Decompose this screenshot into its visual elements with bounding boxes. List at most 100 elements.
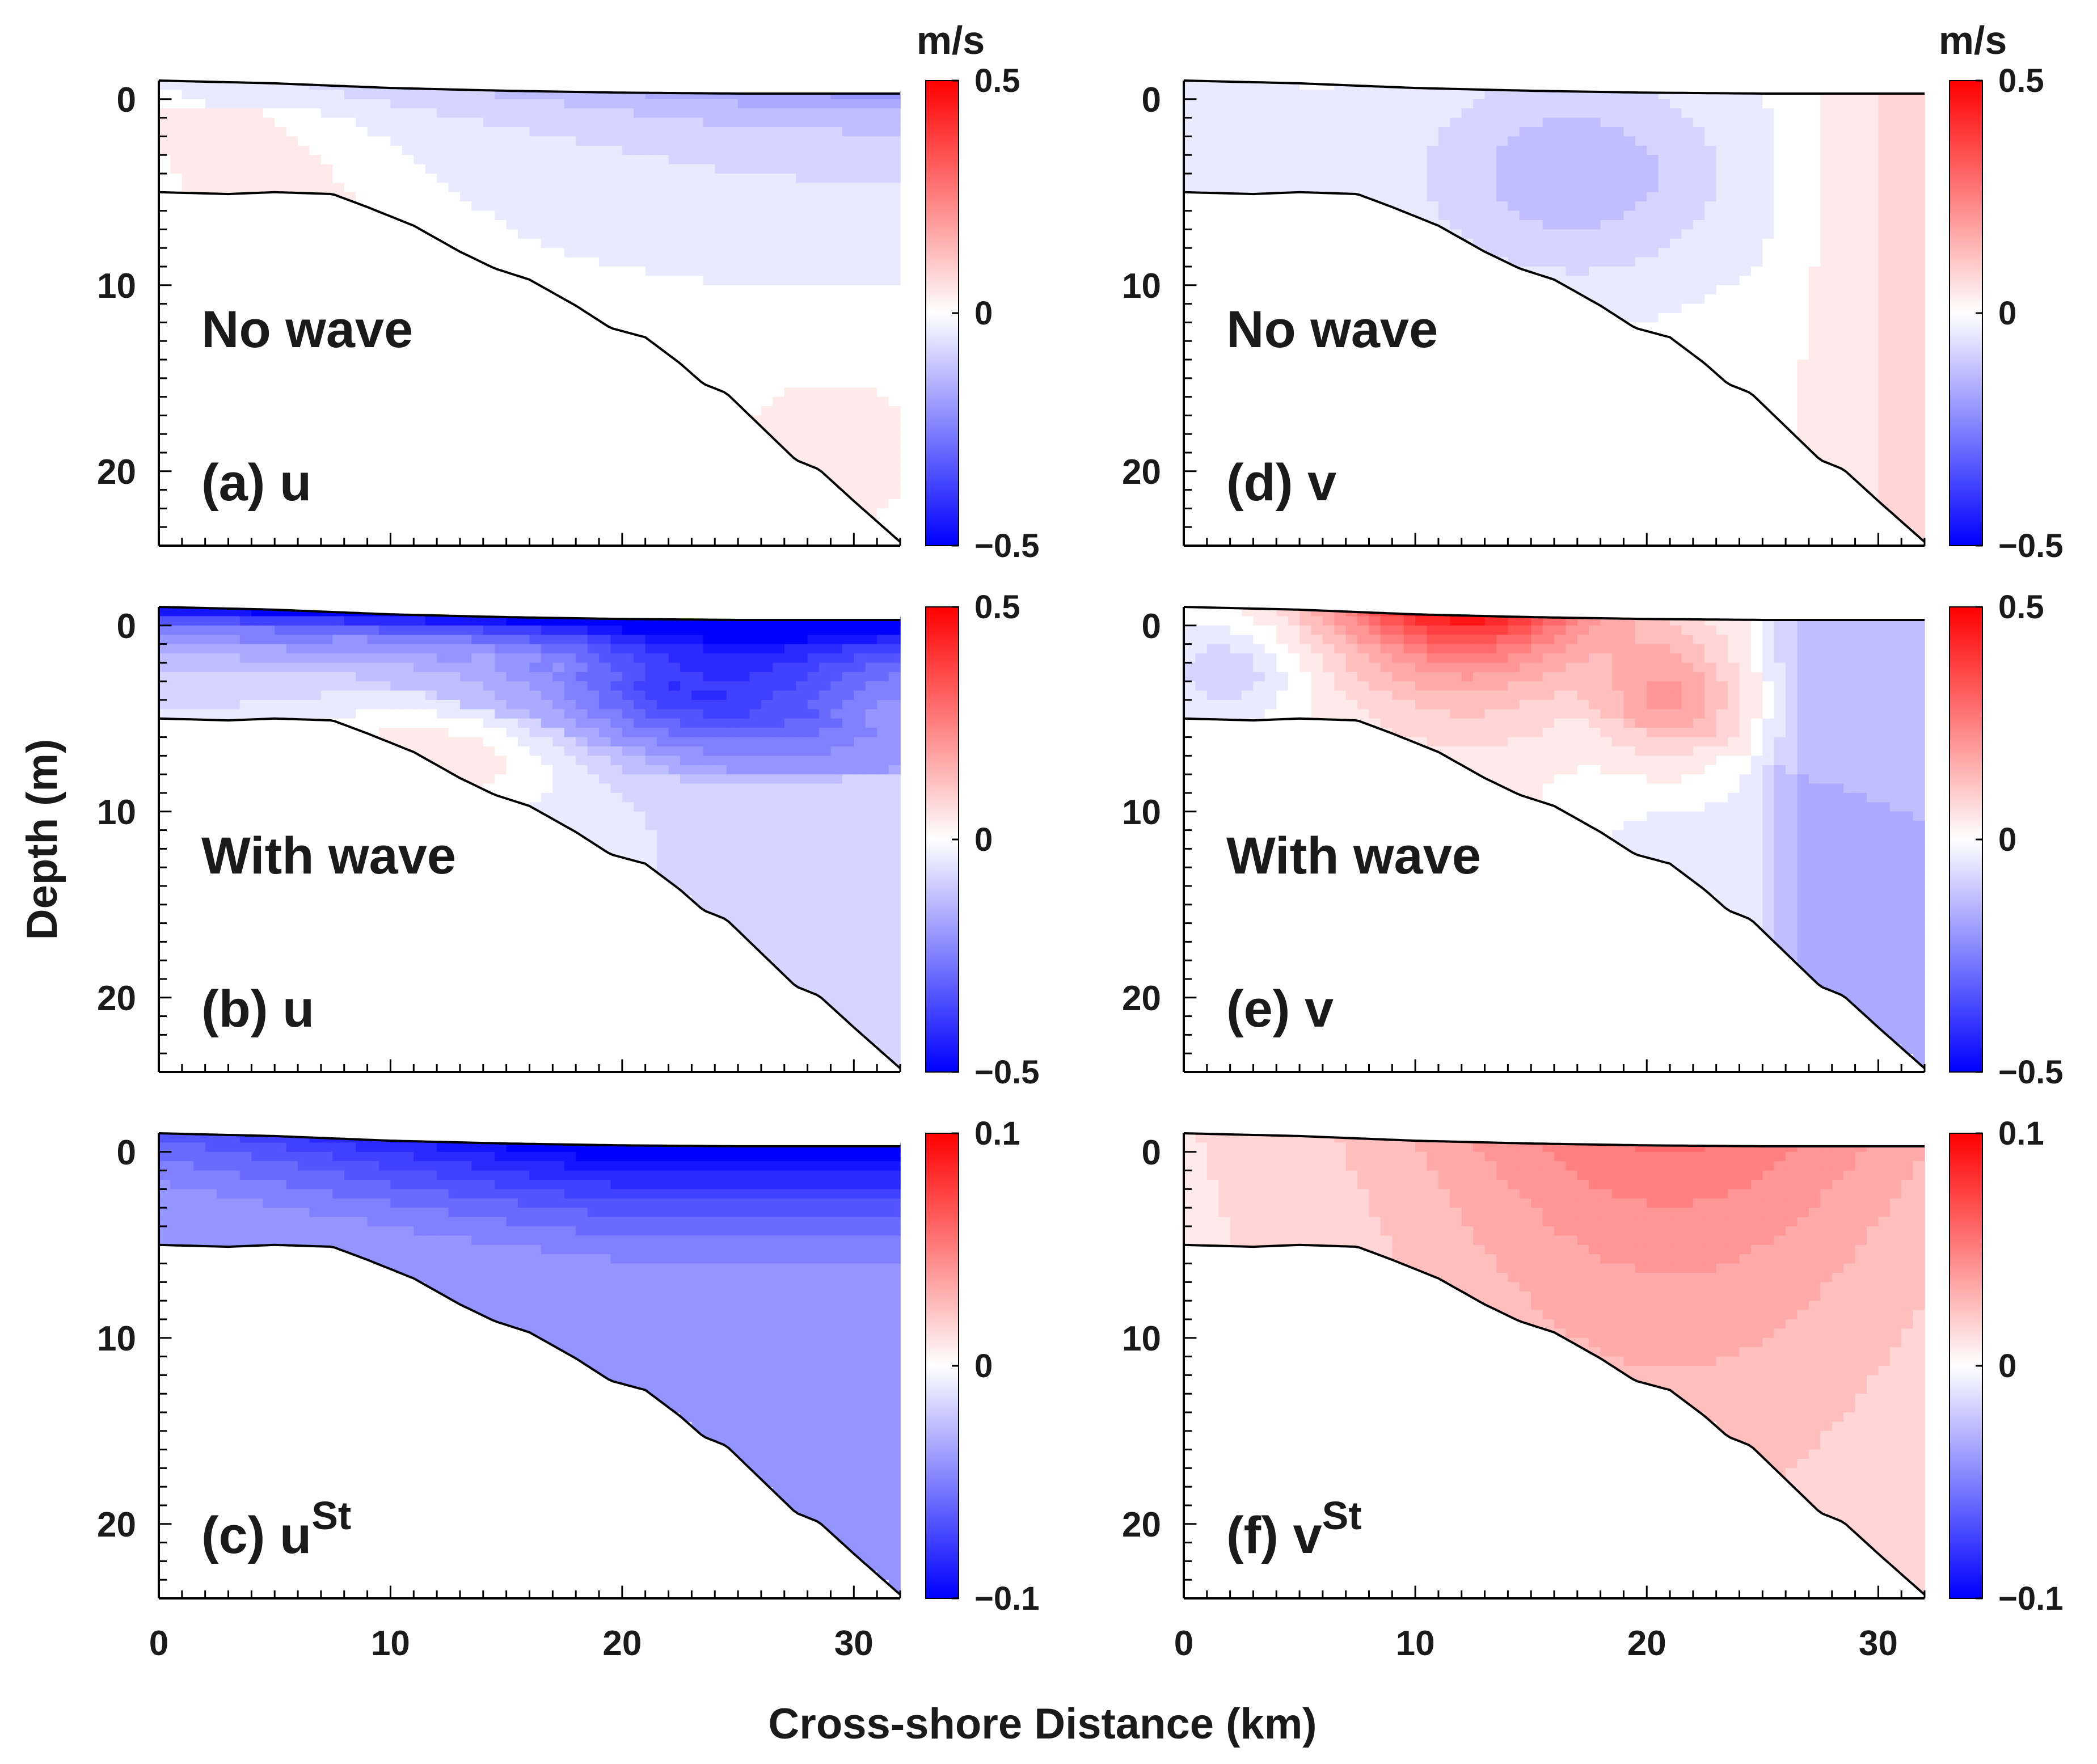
field-cell: [819, 756, 832, 766]
field-cell: [495, 1235, 507, 1246]
field-cell: [344, 117, 356, 128]
field-cell: [796, 1198, 808, 1208]
field-cell: [228, 625, 240, 635]
field-cell: [773, 1412, 785, 1423]
field-cell: [830, 1151, 843, 1162]
field-cell: [193, 155, 206, 165]
field-cell: [402, 681, 415, 691]
field-cell: [865, 997, 877, 1007]
field-cell: [726, 1347, 739, 1357]
field-cell: [344, 108, 356, 119]
field-cell: [888, 774, 901, 784]
field-cell: [877, 681, 889, 691]
field-cell: [749, 1263, 762, 1273]
field-cell: [437, 117, 449, 128]
field-cell: [344, 155, 356, 165]
field-cell: [819, 672, 832, 682]
field-cell: [680, 635, 693, 645]
field-cell: [518, 1254, 530, 1264]
field-cell: [495, 635, 507, 645]
field-cell: [193, 164, 206, 174]
field-cell: [865, 1449, 877, 1459]
field-cell: [518, 1142, 530, 1153]
field-cell: [807, 453, 820, 463]
field-cell: [657, 294, 669, 305]
field-cell: [749, 1459, 762, 1469]
field-cell: [240, 672, 252, 682]
field-cell: [749, 876, 762, 887]
field-cell: [576, 145, 588, 155]
field-cell: [425, 108, 437, 119]
field-cell: [784, 285, 796, 295]
field-cell: [379, 662, 391, 673]
field-cell: [888, 1044, 901, 1054]
field-cell: [240, 90, 252, 100]
field-cell: [819, 951, 832, 961]
field-cell: [761, 858, 774, 868]
field-cell: [645, 1375, 657, 1385]
field-cell: [529, 793, 542, 803]
field-cell: [773, 1477, 785, 1487]
field-cell: [738, 1375, 750, 1385]
field-cell: [275, 183, 287, 193]
field-cell: [668, 849, 681, 859]
field-cell: [819, 396, 832, 407]
field-cell: [749, 294, 762, 305]
field-cell: [379, 174, 391, 184]
field-cell: [854, 1366, 866, 1376]
field-cell: [668, 709, 681, 719]
field-cell: [425, 1226, 437, 1237]
field-cell: [703, 1151, 715, 1162]
field-cell: [205, 99, 217, 109]
field-cell: [749, 1430, 762, 1441]
field-cell: [842, 1235, 855, 1246]
field-cell: [796, 1244, 808, 1255]
field-cell: [1195, 164, 1208, 174]
field-cell: [854, 635, 866, 645]
field-cell: [564, 1263, 576, 1273]
field-cell: [599, 1328, 611, 1339]
field-cell: [170, 672, 183, 682]
field-cell: [842, 1319, 855, 1330]
field-cell: [170, 183, 183, 193]
field-cell: [437, 1235, 449, 1246]
field-cell: [367, 1244, 379, 1255]
field-cell: [691, 267, 704, 277]
field-cell: [726, 1189, 739, 1199]
field-cell: [448, 728, 461, 738]
field-cell: [425, 1180, 437, 1190]
field-cell: [645, 1226, 657, 1237]
field-cell: [691, 821, 704, 831]
field-cell: [599, 1151, 611, 1162]
field-cell: [379, 718, 391, 728]
field-cell: [726, 876, 739, 887]
field-cell: [738, 303, 750, 314]
field-cell: [332, 1170, 345, 1180]
field-cell: [842, 942, 855, 952]
field-cell: [796, 895, 808, 905]
field-cell: [634, 728, 646, 738]
field-cell: [830, 1208, 843, 1218]
field-cell: [865, 886, 877, 896]
field-cell: [865, 489, 877, 500]
field-cell: [205, 616, 217, 626]
field-cell: [749, 155, 762, 165]
field-cell: [552, 765, 565, 775]
field-cell: [784, 849, 796, 859]
field-cell: [599, 1226, 611, 1237]
field-cell: [437, 709, 449, 719]
field-cell: [529, 1198, 542, 1208]
field-cell: [807, 635, 820, 645]
field-cell: [773, 1226, 785, 1237]
field-cell: [564, 267, 576, 277]
field-cell: [796, 923, 808, 933]
field-cell: [541, 117, 554, 128]
field-cell: [298, 709, 310, 719]
field-cell: [888, 997, 901, 1007]
field-cell: [796, 267, 808, 277]
field-cell: [320, 1226, 334, 1237]
field-cell: [506, 616, 518, 626]
field-cell: [715, 229, 727, 239]
field-cell: [610, 821, 623, 831]
field-cell: [691, 635, 704, 645]
